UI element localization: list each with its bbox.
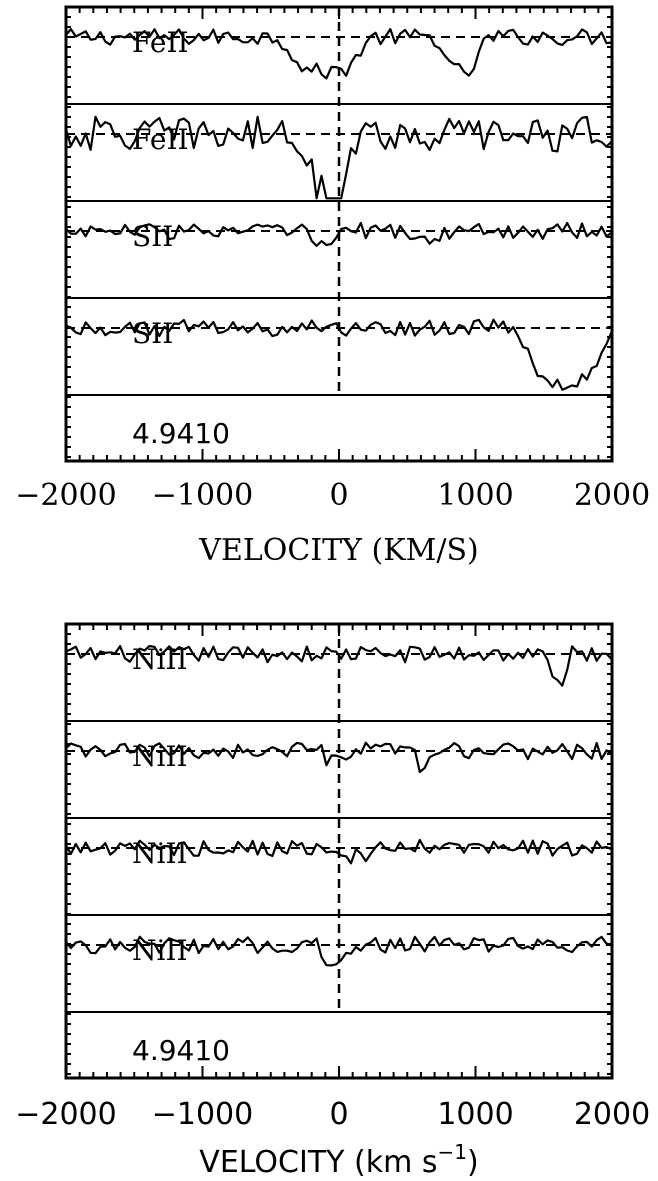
spectrum-line [65, 318, 613, 391]
x-tick-label: −1000 [152, 478, 253, 513]
x-tick-label: 2000 [574, 1097, 650, 1132]
spectrum-line [65, 935, 612, 967]
ion-label: FeII [132, 26, 189, 59]
x-tick-label: −1000 [152, 1097, 253, 1132]
ion-label: FeII [132, 123, 189, 156]
x-axis-title: VELOCITY (KM/S) [198, 533, 478, 568]
ion-label: SII [132, 220, 173, 253]
x-tick-label: −2000 [15, 1097, 116, 1132]
velocity-plot-top: FeII FeII SII SII 4.9410 −2000 −1000 0 1000 2000 V… [15, 5, 650, 568]
ion-label: NiII [132, 643, 188, 676]
x-tick-label: 1000 [437, 1097, 513, 1132]
ion-label: NiII [132, 934, 188, 967]
x-axis-title: VELOCITY (km s−1) [199, 1140, 478, 1180]
spectrum-line [65, 221, 613, 247]
x-tick-label: 0 [329, 478, 348, 513]
ion-label: NiII [132, 837, 188, 870]
x-tick-label: 1000 [437, 478, 513, 513]
velocity-plot-bottom: NiII NiII NiII NiII 4.9410 −2000 −1000 0 1000 200… [15, 622, 650, 1180]
spectrum-line [64, 115, 613, 200]
spectrum-line [65, 644, 613, 687]
x-tick-label: −2000 [15, 478, 116, 513]
x-tick-label: 0 [329, 1097, 348, 1132]
ion-label: NiII [132, 740, 188, 773]
spectrum-line [65, 741, 613, 774]
x-tick-label: 2000 [574, 478, 650, 513]
redshift-label: 4.9410 [132, 1034, 230, 1067]
ion-label: SII [132, 317, 173, 350]
spectrum-line [65, 838, 612, 865]
redshift-label: 4.9410 [132, 417, 230, 450]
spectrum-line [65, 28, 612, 80]
